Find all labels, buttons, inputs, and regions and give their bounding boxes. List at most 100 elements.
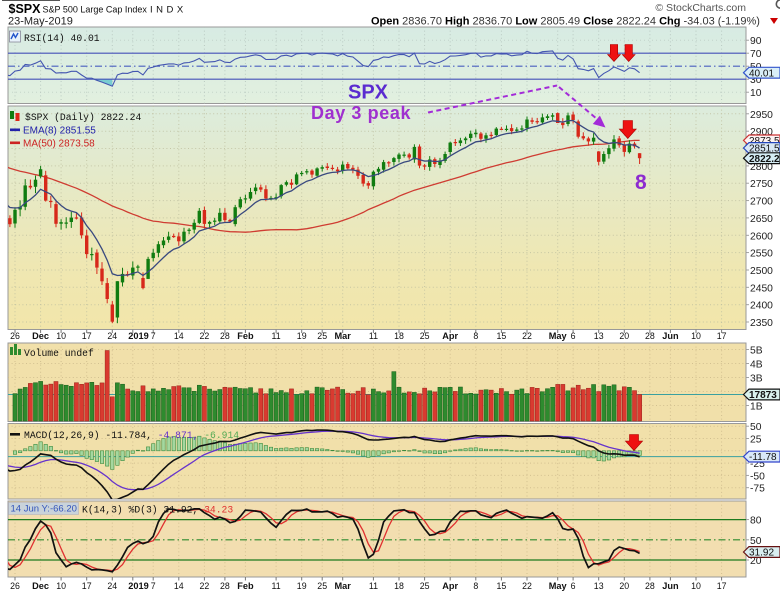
svg-text:2350: 2350 [750, 318, 773, 329]
svg-text:17: 17 [717, 581, 727, 591]
svg-text:Dec: Dec [32, 331, 49, 341]
svg-text:19: 19 [297, 581, 307, 591]
svg-text:11: 11 [272, 581, 281, 591]
svg-text:13: 13 [594, 581, 604, 591]
svg-text:S&P 500 Large Cap Index: S&P 500 Large Cap Index [43, 5, 148, 15]
svg-text:-25: -25 [750, 459, 765, 470]
svg-text:2019: 2019 [128, 331, 148, 341]
svg-text:14: 14 [174, 581, 184, 591]
svg-text:$SPX (Daily) 2822.24: $SPX (Daily) 2822.24 [25, 112, 141, 123]
svg-text:SPX: SPX [348, 82, 389, 104]
svg-text:17: 17 [82, 331, 92, 341]
svg-text:2650: 2650 [750, 214, 773, 225]
svg-text:7: 7 [151, 581, 156, 591]
svg-text:17: 17 [717, 331, 727, 341]
svg-text:25: 25 [420, 331, 430, 341]
svg-text:Feb: Feb [237, 581, 254, 591]
svg-text:90: 90 [750, 36, 762, 47]
svg-text:5B: 5B [750, 346, 763, 357]
svg-text:© StockCharts.com: © StockCharts.com [655, 2, 746, 14]
svg-text:2400: 2400 [750, 301, 773, 312]
svg-text:Mar: Mar [335, 581, 352, 591]
svg-text:Jun: Jun [662, 331, 679, 341]
svg-text:Open 2836.70 High 2836.70 Low: Open 2836.70 High 2836.70 Low 2805.49 Cl… [371, 16, 760, 28]
svg-text:11: 11 [369, 331, 378, 341]
svg-text:40.01: 40.01 [749, 68, 774, 79]
svg-text:22: 22 [522, 581, 532, 591]
svg-text:May: May [549, 581, 568, 591]
svg-text:26: 26 [10, 331, 20, 341]
svg-text:28: 28 [220, 331, 230, 341]
svg-text:$SPX: $SPX [9, 2, 42, 16]
svg-text:RSI(14) 40.01: RSI(14) 40.01 [24, 33, 100, 44]
svg-text:2019: 2019 [128, 581, 148, 591]
svg-text:2950: 2950 [750, 110, 773, 121]
svg-text:14 Jun Y:-66.20: 14 Jun Y:-66.20 [11, 504, 77, 515]
svg-text:2900: 2900 [750, 127, 773, 138]
svg-text:2822.2: 2822.2 [749, 154, 780, 165]
svg-text:17: 17 [82, 581, 92, 591]
svg-text:6: 6 [571, 581, 576, 591]
svg-text:2700: 2700 [750, 197, 773, 208]
svg-text:2450: 2450 [750, 283, 773, 294]
svg-text:28: 28 [220, 581, 230, 591]
svg-text:7: 7 [151, 331, 156, 341]
svg-text:May: May [549, 331, 568, 341]
svg-text:-11.78: -11.78 [749, 452, 777, 463]
svg-text:20: 20 [619, 581, 629, 591]
svg-text:10: 10 [56, 331, 66, 341]
svg-text:-50: -50 [750, 471, 765, 482]
svg-text:50: 50 [750, 536, 762, 547]
svg-text:8: 8 [473, 331, 478, 341]
svg-text:-75: -75 [750, 484, 765, 495]
svg-text:22: 22 [522, 331, 532, 341]
svg-text:MA(50) 2873.58: MA(50) 2873.58 [23, 139, 95, 150]
svg-text:20: 20 [750, 556, 762, 567]
svg-text:25: 25 [750, 435, 762, 446]
svg-text:23-May-2019: 23-May-2019 [8, 16, 73, 28]
svg-text:19: 19 [297, 331, 307, 341]
svg-text:18: 18 [394, 331, 404, 341]
svg-text:26: 26 [10, 581, 20, 591]
svg-text:Volume undef: Volume undef [24, 348, 94, 359]
svg-text:15: 15 [497, 331, 507, 341]
svg-text:Dec: Dec [32, 581, 49, 591]
svg-text:22: 22 [200, 581, 210, 591]
svg-text:Feb: Feb [237, 331, 254, 341]
svg-text:14: 14 [174, 331, 184, 341]
svg-text:2800: 2800 [750, 162, 773, 173]
svg-text:25: 25 [317, 581, 327, 591]
svg-text:Apr: Apr [442, 581, 458, 591]
svg-text:Mar: Mar [335, 331, 352, 341]
svg-text:28: 28 [645, 581, 655, 591]
svg-text:6: 6 [571, 331, 576, 341]
svg-text:2550: 2550 [750, 249, 773, 260]
svg-text:2600: 2600 [750, 231, 773, 242]
svg-text:24: 24 [107, 331, 117, 341]
svg-text:25: 25 [317, 331, 327, 341]
svg-text:Apr: Apr [442, 331, 458, 341]
svg-text:18: 18 [394, 581, 404, 591]
svg-text:11: 11 [369, 581, 378, 591]
svg-text:K(14,3) %D(3) 31.92, 34.23: K(14,3) %D(3) 31.92, 34.23 [82, 505, 233, 516]
svg-text:11: 11 [272, 331, 281, 341]
svg-text:2873.5: 2873.5 [749, 136, 780, 147]
svg-text:4B: 4B [750, 360, 763, 371]
svg-text:8: 8 [473, 581, 478, 591]
svg-text:10: 10 [56, 581, 66, 591]
svg-text:Jun: Jun [662, 581, 679, 591]
svg-text:31.92: 31.92 [749, 548, 774, 559]
svg-text:1B: 1B [750, 402, 763, 413]
svg-text:50: 50 [750, 422, 762, 433]
svg-text:2500: 2500 [750, 266, 773, 277]
svg-text:22: 22 [200, 331, 210, 341]
svg-text:13: 13 [594, 331, 604, 341]
svg-text:3B: 3B [750, 374, 763, 385]
svg-text:80: 80 [750, 516, 762, 527]
svg-text:24: 24 [107, 581, 117, 591]
svg-text:10: 10 [691, 581, 701, 591]
svg-text:10: 10 [750, 88, 762, 99]
svg-text:MACD(12,26,9) -11.784, -4.871,: MACD(12,26,9) -11.784, -4.871, -6.914 [24, 430, 239, 441]
svg-text:17873: 17873 [749, 390, 777, 401]
svg-text:15: 15 [497, 581, 507, 591]
